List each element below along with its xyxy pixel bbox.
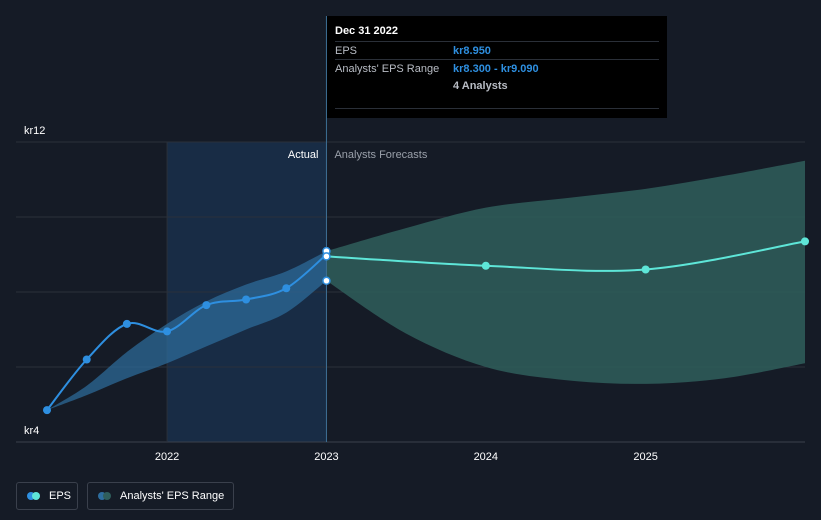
legend-eps-label: EPS: [49, 490, 72, 502]
tooltip-range-row: Analysts' EPS Range kr8.300 - kr9.090: [335, 59, 659, 77]
tooltip-analysts-count: 4 Analysts: [453, 79, 508, 92]
eps-legend-icon: [27, 491, 43, 501]
x-tick-label: 2022: [155, 451, 179, 463]
forecast-label: Analysts Forecasts: [334, 149, 427, 161]
forecast-point[interactable]: [801, 237, 809, 246]
tooltip-range-value: kr8.300 - kr9.090: [453, 62, 539, 75]
eps-point[interactable]: [282, 284, 291, 293]
x-tick-label: 2024: [474, 451, 498, 463]
highlight-point[interactable]: [322, 276, 331, 285]
forecast-line: [326, 240, 806, 272]
eps-tooltip: Dec 31 2022 EPS kr8.950 Analysts' EPS Ra…: [327, 16, 667, 118]
tooltip-date: Dec 31 2022: [335, 25, 398, 37]
forecast-point[interactable]: [481, 261, 490, 270]
legend-range-label: Analysts' EPS Range: [120, 490, 225, 502]
y-tick-label: kr12: [24, 125, 45, 137]
eps-point[interactable]: [163, 327, 172, 336]
legend-item-eps[interactable]: EPS: [16, 482, 78, 510]
tooltip-range-label: Analysts' EPS Range: [335, 62, 440, 75]
actual-label: Actual: [288, 149, 319, 161]
x-tick-label: 2023: [314, 451, 338, 463]
eps-point[interactable]: [242, 295, 251, 304]
eps-point[interactable]: [122, 319, 131, 328]
tooltip-eps-row: EPS kr8.950: [335, 41, 659, 59]
highlight-point[interactable]: [322, 252, 331, 261]
tooltip-divider: [335, 108, 659, 109]
tooltip-analysts-row: 4 Analysts: [335, 77, 659, 94]
y-tick-label: kr4: [24, 425, 39, 437]
legend-item-range[interactable]: Analysts' EPS Range: [87, 482, 234, 510]
forecast-range-band: [326, 160, 805, 384]
eps-point[interactable]: [82, 355, 91, 364]
eps-point[interactable]: [202, 301, 211, 310]
tooltip-eps-value: kr8.950: [453, 44, 491, 57]
tooltip-eps-label: EPS: [335, 44, 358, 57]
eps-point[interactable]: [43, 406, 51, 415]
range-legend-icon: [98, 491, 114, 501]
x-tick-label: 2025: [633, 451, 657, 463]
actual-range-band: [47, 251, 327, 411]
forecast-point[interactable]: [641, 265, 650, 274]
